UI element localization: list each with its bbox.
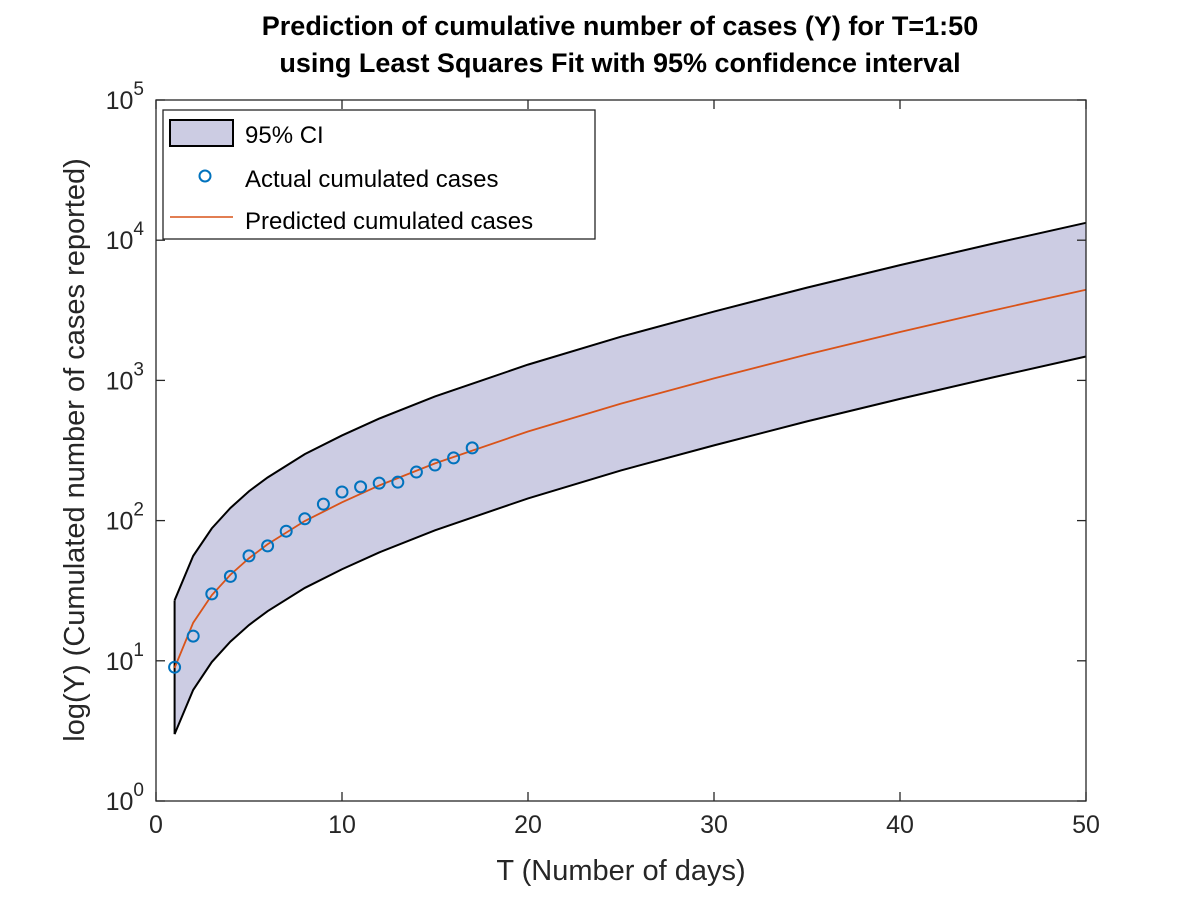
actual-point: [409, 465, 423, 479]
legend-actual-label: Actual cumulated cases: [245, 166, 498, 193]
x-axis-label: T (Number of days): [496, 855, 745, 887]
ci-upper-edge: [173, 221, 1087, 601]
ticks: 0 10 20 30 40 50 100 101 102 103 104 105: [106, 79, 1100, 839]
actual-point: [354, 480, 368, 494]
actual-point: [447, 451, 461, 465]
actual-point: [186, 629, 200, 643]
actual-point: [316, 497, 330, 511]
actual-point: [298, 512, 312, 526]
x-tick-label: 20: [514, 811, 542, 839]
plot-area: [168, 221, 1087, 735]
actual-point: [391, 475, 405, 489]
legend-ci-label: 95% CI: [245, 122, 324, 149]
chart-title-line-1: Prediction of cumulative number of cases…: [262, 11, 978, 41]
ci-band: [174, 222, 1087, 735]
axes-box: [155, 99, 1087, 802]
y-tick-label: 102: [106, 500, 144, 536]
actual-point: [242, 549, 256, 563]
chart-title-line-2: using Least Squares Fit with 95% confide…: [279, 48, 960, 78]
x-tick-label: 50: [1072, 811, 1100, 839]
actual-point: [465, 441, 479, 455]
actual-point: [223, 569, 237, 583]
y-tick-label: 105: [106, 79, 144, 115]
actual-point: [168, 660, 182, 674]
y-axis-label: log(Y) (Cumulated number of cases report…: [59, 158, 91, 741]
legend-ci-swatch: [169, 119, 234, 147]
legend-box: [162, 109, 596, 240]
actual-point: [279, 524, 293, 538]
actual-point: [261, 539, 275, 553]
x-tick-label: 10: [328, 811, 356, 839]
actual-point: [372, 476, 386, 490]
y-tick-label: 104: [106, 219, 145, 255]
ci-lower-edge: [173, 355, 1087, 735]
x-tick-label: 0: [149, 811, 163, 839]
legend-predicted-label: Predicted cumulated cases: [245, 208, 533, 235]
actual-point: [335, 485, 349, 499]
legend-actual-marker: [198, 169, 212, 183]
y-tick-label: 101: [106, 640, 144, 676]
actual-point: [205, 587, 219, 601]
x-tick-label: 40: [886, 811, 914, 839]
y-tick-label: 103: [106, 359, 144, 395]
legend: 95% CI Actual cumulated cases Predicted …: [162, 109, 596, 240]
y-tick-label: 100: [106, 780, 144, 816]
actual-point: [428, 458, 442, 472]
x-tick-label: 30: [700, 811, 728, 839]
predicted-line: [173, 288, 1087, 669]
